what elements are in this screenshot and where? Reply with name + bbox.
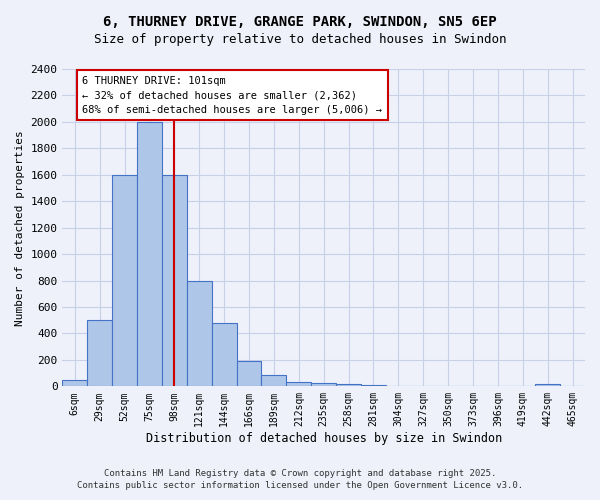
Bar [212,323,236,386]
Bar [137,122,162,386]
Bar [236,360,262,386]
Bar [336,384,361,386]
Bar [88,320,112,386]
Bar [162,175,187,386]
Bar [286,382,311,386]
Bar [262,375,286,386]
Text: Contains HM Land Registry data © Crown copyright and database right 2025.
Contai: Contains HM Land Registry data © Crown c… [77,468,523,490]
Text: 6, THURNEY DRIVE, GRANGE PARK, SWINDON, SN5 6EP: 6, THURNEY DRIVE, GRANGE PARK, SWINDON, … [103,15,497,29]
Bar [361,385,386,386]
Text: 6 THURNEY DRIVE: 101sqm
← 32% of detached houses are smaller (2,362)
68% of semi: 6 THURNEY DRIVE: 101sqm ← 32% of detache… [82,76,382,115]
Y-axis label: Number of detached properties: Number of detached properties [15,130,25,326]
Text: Size of property relative to detached houses in Swindon: Size of property relative to detached ho… [94,32,506,46]
Bar [187,280,212,386]
Bar [112,175,137,386]
Bar [311,383,336,386]
X-axis label: Distribution of detached houses by size in Swindon: Distribution of detached houses by size … [146,432,502,445]
Bar [535,384,560,386]
Bar [62,380,88,386]
